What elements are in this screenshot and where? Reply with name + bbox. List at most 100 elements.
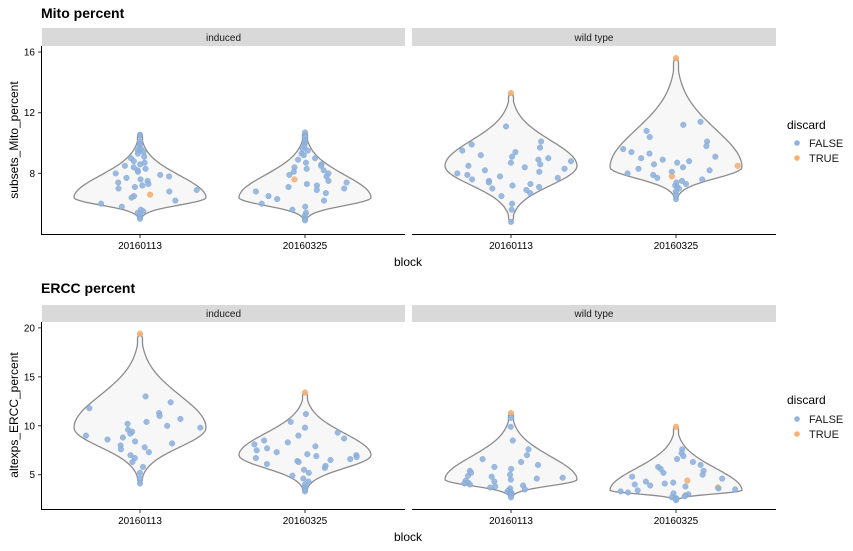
data-point-discard-false (123, 174, 130, 181)
panel-wild-type (444, 55, 743, 225)
data-point-discard-false (302, 217, 309, 224)
data-point-discard-false (533, 475, 540, 482)
chart-title: Mito percent (41, 5, 125, 21)
data-point-discard-false (131, 183, 138, 190)
data-point-discard-false (454, 170, 461, 177)
data-point-discard-false (166, 173, 173, 180)
data-point-discard-false (465, 162, 472, 169)
data-point-discard-false (489, 185, 496, 192)
data-point-discard-false (679, 177, 686, 184)
x-tick-label: 20160325 (283, 516, 328, 527)
data-point-discard-false (303, 165, 310, 172)
data-point-discard-false (682, 483, 689, 490)
data-point-discard-false (521, 486, 528, 493)
data-point-discard-false (651, 161, 658, 168)
data-point-discard-false (646, 150, 653, 157)
data-point-discard-false (715, 485, 722, 492)
data-point-discard-false (302, 424, 309, 431)
data-point-discard-false (132, 438, 139, 445)
data-point-discard-false (136, 215, 143, 222)
data-point-discard-false (139, 182, 146, 189)
data-point-discard-false (699, 471, 706, 478)
data-point-discard-false (481, 167, 488, 174)
data-point-discard-false (137, 176, 144, 183)
data-point-discard-false (112, 170, 119, 177)
data-point-discard-false (491, 478, 498, 485)
data-point-discard-false (156, 413, 163, 420)
data-point-discard-false (537, 144, 544, 151)
data-point-discard-false (535, 461, 542, 468)
data-point-discard-false (497, 173, 504, 180)
data-point-discard-false (509, 153, 516, 160)
y-tick-label: 10 (24, 421, 36, 432)
data-point-discard-false (488, 473, 495, 480)
data-point-discard-false (629, 473, 636, 480)
data-point-discard-false (265, 193, 272, 200)
data-point-discard-false (172, 197, 179, 204)
x-tick-label: 20160113 (489, 516, 533, 527)
data-point-discard-false (625, 489, 632, 496)
data-point-discard-false (117, 446, 124, 453)
x-tick-label: 20160325 (283, 241, 328, 252)
data-point-discard-false (479, 456, 486, 463)
data-point-discard-false (177, 415, 184, 422)
data-point-discard-false (273, 449, 280, 456)
data-point-discard-false (145, 180, 152, 187)
data-point-discard-false (142, 393, 149, 400)
data-point-discard-false (141, 153, 148, 160)
data-point-discard-false (507, 423, 514, 430)
data-point-discard-false (507, 159, 514, 166)
data-point-discard-false (561, 165, 568, 172)
data-point-discard-false (303, 159, 310, 166)
data-point-discard-false (487, 484, 494, 491)
data-point-discard-false (327, 457, 334, 464)
data-point-discard-false (134, 150, 141, 157)
data-point-discard-false (274, 196, 281, 203)
data-point-discard-false (461, 480, 468, 487)
data-point-discard-true (136, 330, 143, 337)
data-point-discard-false (166, 188, 173, 195)
legend-label: FALSE (809, 138, 843, 150)
data-point-discard-false (286, 171, 293, 178)
data-point-discard-false (681, 493, 688, 500)
data-point-discard-false (634, 487, 641, 494)
data-point-discard-false (468, 141, 475, 148)
data-point-discard-false (643, 127, 650, 134)
data-point-discard-false (302, 411, 309, 418)
data-point-discard-false (295, 432, 302, 439)
data-point-discard-false (264, 445, 271, 452)
data-point-discard-false (459, 147, 466, 154)
data-point-discard-false (538, 138, 545, 145)
data-point-discard-false (568, 158, 575, 165)
legend-title: discard (787, 393, 826, 407)
data-point-discard-false (654, 174, 661, 181)
data-point-discard-false (527, 190, 534, 197)
data-point-discard-false (334, 429, 341, 436)
data-point-discard-false (304, 147, 311, 154)
data-point-discard-false (295, 156, 302, 163)
data-point-discard-false (300, 475, 307, 482)
data-point-discard-true (508, 89, 515, 96)
data-point-discard-false (343, 179, 350, 186)
data-point-discard-false (508, 414, 515, 421)
data-point-discard-true (673, 55, 680, 62)
data-point-discard-false (527, 180, 534, 187)
y-tick-label: 15 (24, 372, 36, 383)
data-point-discard-false (167, 399, 174, 406)
data-point-discard-false (465, 472, 472, 479)
facet-label: induced (206, 309, 241, 320)
data-point-discard-false (164, 422, 171, 429)
data-point-discard-false (252, 455, 259, 462)
data-point-discard-false (659, 156, 666, 163)
x-tick-label: 20160113 (118, 516, 162, 527)
legend-key-false (794, 416, 800, 422)
data-point-discard-false (521, 164, 528, 171)
data-point-discard-false (136, 469, 143, 476)
data-point-discard-false (507, 476, 514, 483)
data-point-discard-false (536, 183, 543, 190)
data-point-discard-false (98, 200, 105, 207)
data-point-discard-false (674, 159, 681, 166)
legend-title: discard (787, 118, 826, 132)
data-point-discard-false (732, 486, 739, 493)
data-point-discard-false (341, 185, 348, 192)
